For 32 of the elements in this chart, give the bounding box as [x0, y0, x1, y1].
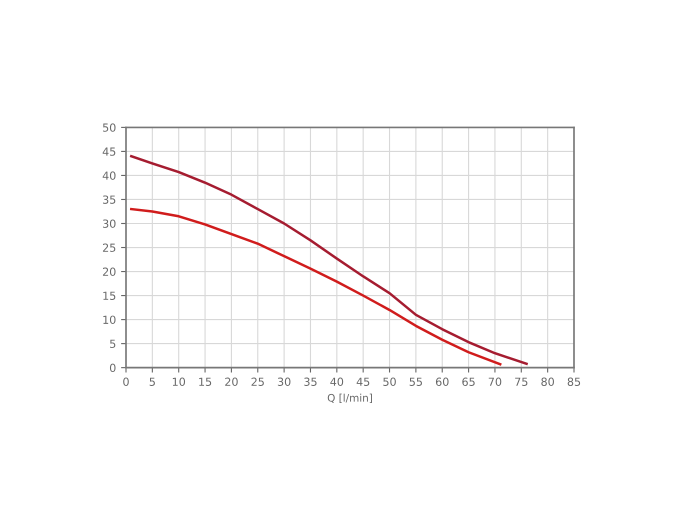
line-series — [130, 208, 502, 366]
x-tick-label: 55 — [410, 378, 422, 386]
y-tick-label: 10 — [103, 316, 116, 324]
y-tick-label: 30 — [102, 219, 116, 228]
x-tick-label: 35 — [304, 378, 317, 386]
x-tick-label: 0 — [123, 378, 129, 386]
y-tick-label: 45 — [102, 148, 116, 156]
x-tick-label: 65 — [462, 378, 475, 386]
x-tick-label: 50 — [383, 378, 396, 386]
x-tick-label: 20 — [225, 378, 238, 386]
x-tick-label: 60 — [436, 378, 449, 386]
line-series — [130, 154, 528, 366]
x-tick-label: 15 — [199, 378, 212, 386]
x-tick-label: 80 — [541, 378, 554, 386]
x-tick-label: 25 — [252, 378, 264, 386]
y-tick-label: 25 — [102, 243, 116, 252]
y-tick-label: 0 — [110, 364, 116, 372]
x-tick-label: 10 — [172, 378, 186, 386]
y-tick-label: 50 — [102, 123, 116, 132]
x-tick-label: 75 — [515, 378, 528, 386]
x-tick-label: 30 — [278, 378, 290, 386]
x-tick-label: 5 — [150, 378, 155, 386]
x-tick-label: 40 — [330, 378, 344, 386]
y-tick-label: 35 — [102, 195, 116, 204]
x-tick-label: 45 — [356, 378, 370, 386]
y-tick-label: 20 — [102, 268, 116, 276]
x-axis-title: Q [l/min] — [328, 394, 372, 403]
y-tick-label: 15 — [103, 292, 116, 300]
x-tick-label: 85 — [568, 378, 580, 386]
y-tick-label: 40 — [102, 171, 116, 180]
x-tick-label: 70 — [488, 378, 502, 386]
y-tick-label: 5 — [110, 340, 116, 348]
